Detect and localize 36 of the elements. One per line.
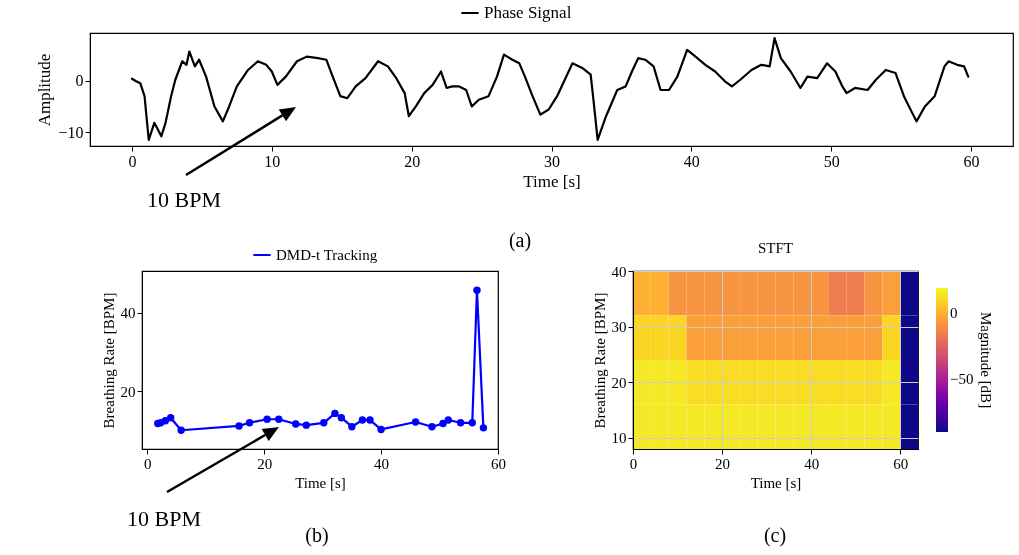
- y-axis-title: Amplitude: [35, 53, 55, 127]
- text: 10 BPM: [127, 506, 201, 532]
- text: (a): [508, 228, 532, 252]
- x-tick-label: 40: [804, 455, 820, 472]
- x-axis-title: Time [s]: [750, 474, 802, 491]
- x-tick-label: 40: [374, 455, 390, 472]
- x-tick-label: 20: [404, 152, 421, 170]
- text: (c): [763, 523, 787, 547]
- x-axis-title: Time [s]: [523, 171, 581, 191]
- y-tick-label: 10: [611, 430, 627, 447]
- x-tick-label: 0: [144, 455, 152, 472]
- x-tick-label: 10: [264, 152, 281, 170]
- x-axis-title: Time [s]: [295, 474, 346, 491]
- legend-label: DMD-t Tracking: [276, 247, 378, 263]
- x-tick-label: 60: [491, 455, 506, 472]
- x-tick-label: 40: [683, 152, 700, 170]
- x-tick-label: 20: [715, 455, 731, 472]
- text: 10 BPM: [147, 187, 221, 213]
- x-tick-label: 60: [963, 152, 980, 170]
- x-tick-label: 60: [893, 455, 909, 472]
- text: (b): [305, 523, 329, 547]
- y-tick-label: 20: [611, 374, 627, 391]
- y-axis-title: Breathing Rate [BPM]: [591, 292, 608, 429]
- y-tick-label: 40: [611, 263, 627, 280]
- color-bar-title: Magnitude [dB]: [978, 311, 994, 409]
- color-bar-label: 0: [950, 305, 958, 322]
- chart-title: STFT: [757, 240, 794, 256]
- y-axis-title: Breathing Rate [BPM]: [100, 292, 117, 429]
- y-tick-label: 30: [611, 319, 627, 336]
- x-tick-label: 30: [544, 152, 560, 170]
- x-tick-label: 20: [257, 455, 273, 472]
- legend-label: Phase Signal: [484, 3, 572, 22]
- y-tick-label: −10: [58, 123, 84, 141]
- x-tick-label: 50: [823, 152, 840, 170]
- x-tick-label: 0: [629, 455, 638, 472]
- color-bar-label: −50: [950, 371, 974, 388]
